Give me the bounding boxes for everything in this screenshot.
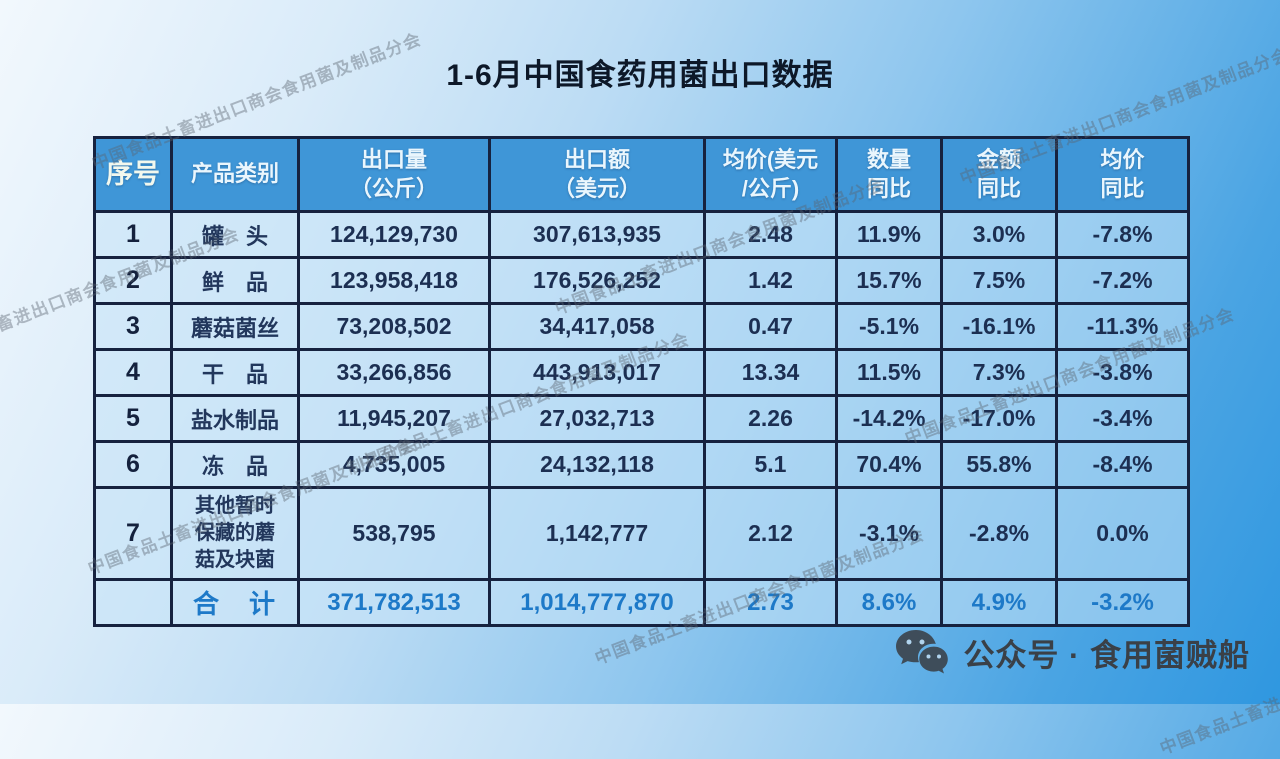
col-header-price-yoy: 均价 同比 <box>1055 136 1190 213</box>
table-row: 2 鲜 品 123,958,418 176,526,252 1.42 15.7%… <box>93 256 1190 305</box>
table-header-row: 序号 产品类别 出口量 （公斤） 出口额 （美元） 均价(美元 /公斤) 数量 … <box>93 136 1190 213</box>
row-value: 24,132,118 <box>488 440 706 489</box>
row-volume: 73,208,502 <box>297 302 491 351</box>
total-category: 合 计 <box>170 578 300 627</box>
row-no: 2 <box>93 256 173 305</box>
row-amt-yoy: -2.8% <box>940 486 1058 581</box>
row-price-yoy: -3.8% <box>1055 348 1190 397</box>
col-header-value: 出口额 （美元） <box>488 136 706 213</box>
col-header-category: 产品类别 <box>170 136 300 213</box>
col-header-seq: 序号 <box>93 136 173 213</box>
row-qty-yoy: -14.2% <box>835 394 943 443</box>
total-value: 1,014,777,870 <box>488 578 706 627</box>
row-qty-yoy: 11.9% <box>835 210 943 259</box>
table-row: 7 其他暂时保藏的蘑菇及块菌 538,795 1,142,777 2.12 -3… <box>93 486 1190 581</box>
col-header-qty-yoy: 数量 同比 <box>835 136 943 213</box>
row-value: 1,142,777 <box>488 486 706 581</box>
col-header-volume: 出口量 （公斤） <box>297 136 491 213</box>
total-amt-yoy: 4.9% <box>940 578 1058 627</box>
row-price: 2.48 <box>703 210 838 259</box>
table-row: 5 盐水制品 11,945,207 27,032,713 2.26 -14.2%… <box>93 394 1190 443</box>
total-no <box>93 578 173 627</box>
table-row: 4 干 品 33,266,856 443,913,017 13.34 11.5%… <box>93 348 1190 397</box>
row-qty-yoy: -5.1% <box>835 302 943 351</box>
row-qty-yoy: -3.1% <box>835 486 943 581</box>
row-value: 443,913,017 <box>488 348 706 397</box>
row-no: 4 <box>93 348 173 397</box>
wechat-icon <box>896 630 949 674</box>
row-price-yoy: -8.4% <box>1055 440 1190 489</box>
row-value: 307,613,935 <box>488 210 706 259</box>
wechat-account-label: 公众号 · 食用菌贼船 <box>963 637 1250 673</box>
total-price: 2.73 <box>703 578 838 627</box>
row-amt-yoy: 3.0% <box>940 210 1058 259</box>
row-price-yoy: -7.8% <box>1055 210 1190 259</box>
table-row: 3 蘑菇菌丝 73,208,502 34,417,058 0.47 -5.1% … <box>93 302 1190 351</box>
export-data-table: 序号 产品类别 出口量 （公斤） 出口额 （美元） 均价(美元 /公斤) 数量 … <box>93 136 1190 627</box>
table-row: 1 罐 头 124,129,730 307,613,935 2.48 11.9%… <box>93 210 1190 259</box>
row-price: 2.26 <box>703 394 838 443</box>
row-volume: 4,735,005 <box>297 440 491 489</box>
row-qty-yoy: 70.4% <box>835 440 943 489</box>
row-price: 5.1 <box>703 440 838 489</box>
total-volume: 371,782,513 <box>297 578 491 627</box>
row-price-yoy: 0.0% <box>1055 486 1190 581</box>
row-price: 13.34 <box>703 348 838 397</box>
row-category: 干 品 <box>170 348 300 397</box>
row-category: 鲜 品 <box>170 256 300 305</box>
row-volume: 33,266,856 <box>297 348 491 397</box>
col-header-amt-yoy: 金额 同比 <box>940 136 1058 213</box>
row-price: 0.47 <box>703 302 838 351</box>
row-price-yoy: -7.2% <box>1055 256 1190 305</box>
row-amt-yoy: -17.0% <box>940 394 1058 443</box>
total-price-yoy: -3.2% <box>1055 578 1190 627</box>
row-price: 1.42 <box>703 256 838 305</box>
row-no: 6 <box>93 440 173 489</box>
row-amt-yoy: 55.8% <box>940 440 1058 489</box>
row-volume: 538,795 <box>297 486 491 581</box>
row-no: 1 <box>93 210 173 259</box>
row-price: 2.12 <box>703 486 838 581</box>
row-amt-yoy: -16.1% <box>940 302 1058 351</box>
row-price-yoy: -11.3% <box>1055 302 1190 351</box>
row-qty-yoy: 15.7% <box>835 256 943 305</box>
table-row: 6 冻 品 4,735,005 24,132,118 5.1 70.4% 55.… <box>93 440 1190 489</box>
row-no: 3 <box>93 302 173 351</box>
col-header-price: 均价(美元 /公斤) <box>703 136 838 213</box>
row-value: 27,032,713 <box>488 394 706 443</box>
row-category: 盐水制品 <box>170 394 300 443</box>
row-category: 罐 头 <box>170 210 300 259</box>
row-value: 34,417,058 <box>488 302 706 351</box>
row-category: 蘑菇菌丝 <box>170 302 300 351</box>
row-qty-yoy: 11.5% <box>835 348 943 397</box>
row-price-yoy: -3.4% <box>1055 394 1190 443</box>
total-qty-yoy: 8.6% <box>835 578 943 627</box>
row-volume: 124,129,730 <box>297 210 491 259</box>
row-no: 7 <box>93 486 173 581</box>
row-volume: 11,945,207 <box>297 394 491 443</box>
row-category: 其他暂时保藏的蘑菇及块菌 <box>170 486 300 581</box>
row-no: 5 <box>93 394 173 443</box>
row-volume: 123,958,418 <box>297 256 491 305</box>
page-title: 1-6月中国食药用菌出口数据 <box>446 59 834 92</box>
row-amt-yoy: 7.3% <box>940 348 1058 397</box>
row-amt-yoy: 7.5% <box>940 256 1058 305</box>
row-value: 176,526,252 <box>488 256 706 305</box>
table-total-row: 合 计 371,782,513 1,014,777,870 2.73 8.6% … <box>93 578 1190 627</box>
wechat-footer: 公众号 · 食用菌贼船 <box>895 628 1250 676</box>
row-category: 冻 品 <box>170 440 300 489</box>
row-category-text: 其他暂时保藏的蘑菇及块菌 <box>195 495 275 571</box>
